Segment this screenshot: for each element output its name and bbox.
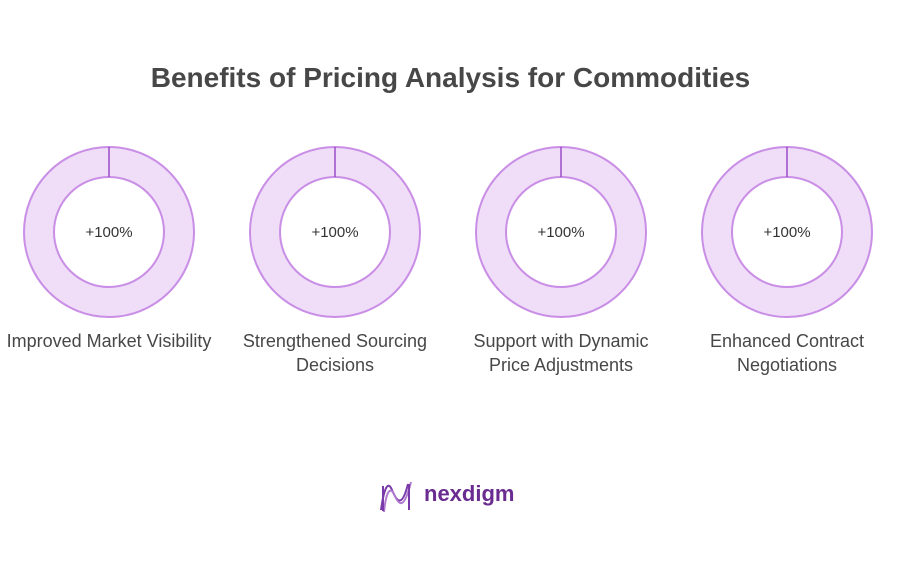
- value-label: +100%: [537, 224, 584, 241]
- logo-icon: [380, 481, 412, 513]
- donut-ring: [249, 145, 421, 319]
- item-label: Enhanced Contract Negotiations: [709, 331, 865, 375]
- value-label: +100%: [763, 224, 810, 241]
- donut-ring: [701, 145, 873, 319]
- item-label: Support with Dynamic Price Adjustments: [473, 331, 649, 375]
- value-label: +100%: [311, 224, 358, 241]
- donut-ring: [475, 145, 647, 319]
- item-label: Improved Market Visibility: [6, 331, 212, 351]
- item-label: Strengthened Sourcing Decisions: [242, 331, 428, 375]
- value-label: +100%: [85, 224, 132, 241]
- donut-ring: [23, 145, 195, 319]
- logo-text: nexdigm: [424, 481, 515, 506]
- title: Benefits of Pricing Analysis for Commodi…: [150, 62, 751, 93]
